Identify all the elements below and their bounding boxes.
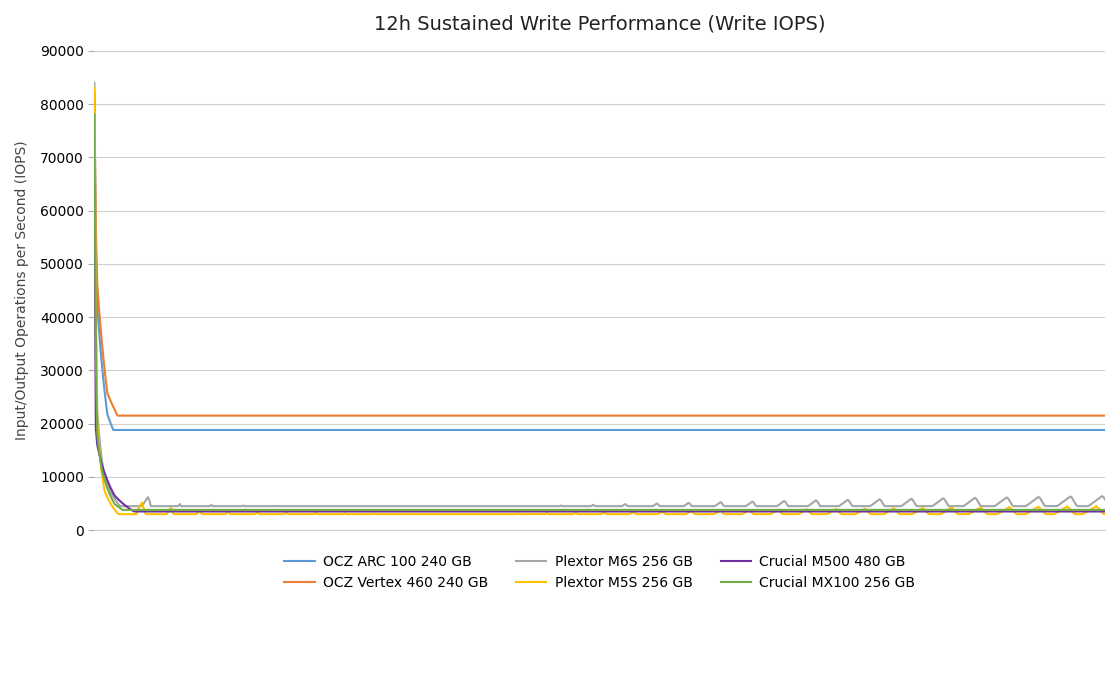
- Crucial M500 480 GB: [1099, 508, 1112, 516]
- Plextor M5S 256 GB: [112, 510, 125, 518]
- Plextor M5S 256 GB: [753, 510, 766, 518]
- Crucial MX100 256 GB: [1000, 506, 1014, 514]
- OCZ ARC 100 240 GB: [1000, 426, 1014, 434]
- Crucial M500 480 GB: [87, 180, 101, 188]
- OCZ ARC 100 240 GB: [409, 426, 422, 434]
- Plextor M6S 256 GB: [409, 502, 422, 510]
- Plextor M6S 256 GB: [87, 79, 101, 87]
- Plextor M6S 256 GB: [1000, 493, 1014, 501]
- Crucial MX100 256 GB: [116, 506, 130, 514]
- Plextor M5S 256 GB: [1099, 510, 1112, 518]
- Plextor M6S 256 GB: [753, 502, 766, 510]
- Plextor M6S 256 GB: [1099, 495, 1112, 504]
- Crucial MX100 256 GB: [87, 110, 101, 119]
- Plextor M6S 256 GB: [876, 499, 889, 507]
- Line: OCZ Vertex 460 240 GB: OCZ Vertex 460 240 GB: [94, 99, 1105, 416]
- Plextor M6S 256 GB: [336, 502, 349, 510]
- OCZ ARC 100 240 GB: [374, 426, 388, 434]
- OCZ ARC 100 240 GB: [87, 89, 101, 97]
- Crucial MX100 256 GB: [753, 506, 766, 514]
- OCZ ARC 100 240 GB: [1099, 426, 1112, 434]
- Crucial MX100 256 GB: [1099, 506, 1112, 514]
- Crucial MX100 256 GB: [876, 506, 889, 514]
- OCZ Vertex 460 240 GB: [1099, 412, 1112, 420]
- Crucial MX100 256 GB: [409, 506, 422, 514]
- OCZ ARC 100 240 GB: [336, 426, 349, 434]
- Crucial M500 480 GB: [336, 508, 349, 516]
- OCZ Vertex 460 240 GB: [87, 95, 101, 103]
- Crucial MX100 256 GB: [336, 506, 349, 514]
- OCZ ARC 100 240 GB: [876, 426, 889, 434]
- OCZ Vertex 460 240 GB: [409, 412, 422, 420]
- Crucial M500 480 GB: [876, 508, 889, 516]
- OCZ ARC 100 240 GB: [753, 426, 766, 434]
- Plextor M5S 256 GB: [409, 510, 422, 518]
- OCZ Vertex 460 240 GB: [753, 412, 766, 420]
- Crucial M500 480 GB: [374, 508, 388, 516]
- Crucial M500 480 GB: [1000, 508, 1014, 516]
- Plextor M5S 256 GB: [374, 510, 388, 518]
- Y-axis label: Input/Output Operations per Second (IOPS): Input/Output Operations per Second (IOPS…: [15, 141, 29, 440]
- OCZ Vertex 460 240 GB: [1000, 412, 1014, 420]
- OCZ Vertex 460 240 GB: [111, 412, 124, 420]
- Line: Plextor M5S 256 GB: Plextor M5S 256 GB: [94, 88, 1105, 514]
- Plextor M5S 256 GB: [336, 510, 349, 518]
- Crucial M500 480 GB: [753, 508, 766, 516]
- Plextor M5S 256 GB: [1000, 505, 1014, 513]
- Legend: OCZ ARC 100 240 GB, OCZ Vertex 460 240 GB, Plextor M6S 256 GB, Plextor M5S 256 G: OCZ ARC 100 240 GB, OCZ Vertex 460 240 G…: [279, 549, 921, 595]
- Line: OCZ ARC 100 240 GB: OCZ ARC 100 240 GB: [94, 93, 1105, 430]
- OCZ Vertex 460 240 GB: [876, 412, 889, 420]
- Line: Plextor M6S 256 GB: Plextor M6S 256 GB: [94, 83, 1105, 506]
- Crucial M500 480 GB: [409, 508, 422, 516]
- Plextor M5S 256 GB: [876, 510, 889, 518]
- Plextor M5S 256 GB: [87, 84, 101, 92]
- Line: Crucial MX100 256 GB: Crucial MX100 256 GB: [94, 115, 1105, 510]
- Plextor M6S 256 GB: [374, 502, 388, 510]
- Title: 12h Sustained Write Performance (Write IOPS): 12h Sustained Write Performance (Write I…: [374, 15, 825, 34]
- Plextor M6S 256 GB: [114, 502, 128, 510]
- OCZ Vertex 460 240 GB: [336, 412, 349, 420]
- Crucial M500 480 GB: [128, 508, 141, 516]
- OCZ ARC 100 240 GB: [108, 426, 121, 434]
- Line: Crucial M500 480 GB: Crucial M500 480 GB: [94, 184, 1105, 512]
- OCZ Vertex 460 240 GB: [374, 412, 388, 420]
- Crucial MX100 256 GB: [374, 506, 388, 514]
